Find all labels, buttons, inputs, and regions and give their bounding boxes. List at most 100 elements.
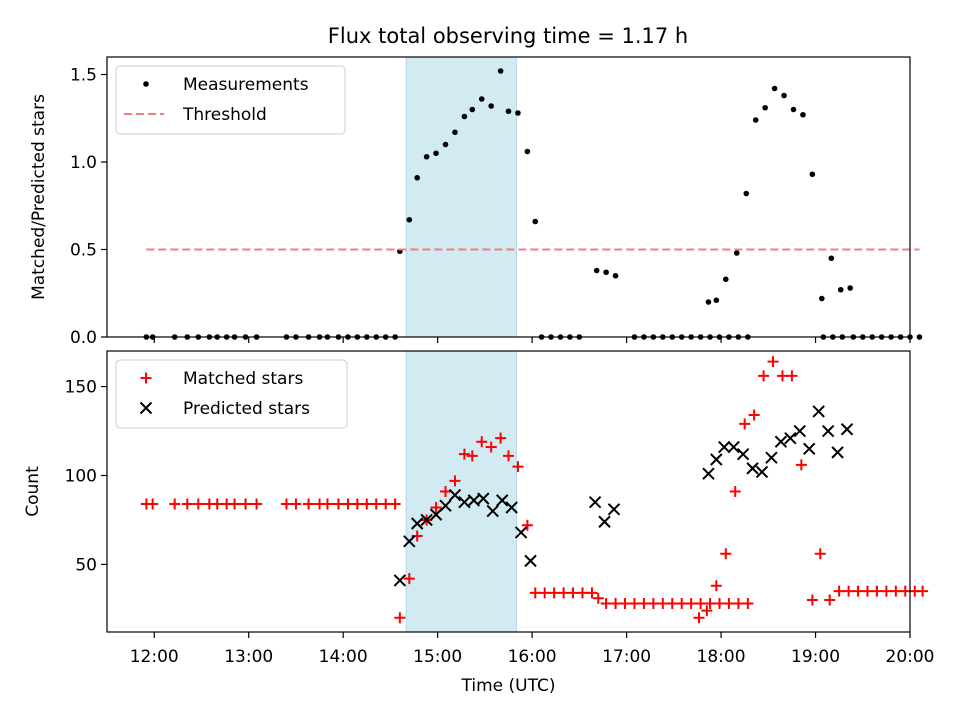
matched-point — [917, 585, 929, 597]
legend-label: Measurements — [183, 75, 309, 95]
measurement-point — [532, 218, 539, 225]
matched-point — [776, 370, 788, 382]
matched-point — [466, 450, 478, 462]
matched-point — [342, 498, 354, 510]
legend-label: Threshold — [182, 105, 267, 125]
matched-point — [539, 587, 551, 599]
matched-point — [586, 587, 598, 599]
matched-point — [723, 598, 735, 610]
y-tick-label: 0.0 — [70, 328, 97, 348]
matched-point — [577, 587, 589, 599]
predicted-point — [755, 465, 769, 479]
matched-point — [351, 498, 363, 510]
matched-point — [786, 370, 798, 382]
matched-point — [701, 605, 713, 617]
predicted-point — [514, 526, 528, 539]
matched-point — [558, 587, 570, 599]
matched-point — [389, 498, 401, 510]
measurement-point — [505, 108, 512, 115]
matched-point — [638, 598, 650, 610]
matched-point — [458, 448, 470, 460]
measurement-point — [752, 117, 759, 123]
y-tick-label: 1.5 — [70, 66, 97, 86]
matched-point — [169, 498, 181, 510]
legend-label: Predicted stars — [183, 399, 310, 419]
predicted-point — [821, 424, 835, 438]
predicted-point — [746, 462, 759, 475]
measurement-point — [423, 153, 430, 160]
matched-point — [685, 598, 697, 610]
matched-point — [476, 436, 488, 448]
legend: Measurements Threshold — [115, 65, 346, 135]
measurement-point — [593, 267, 600, 274]
matched-point — [521, 519, 533, 531]
matched-point — [852, 585, 864, 597]
shaded-interval — [405, 56, 517, 338]
matched-point — [843, 585, 855, 597]
x-tick-label: 16:00 — [508, 647, 557, 667]
measurement-point — [497, 68, 504, 74]
predicted-point — [410, 517, 424, 530]
matched-point — [403, 573, 415, 585]
matched-point — [713, 598, 725, 610]
legend-box — [115, 359, 348, 429]
predicted-point — [784, 431, 797, 445]
shaded-interval — [405, 350, 517, 633]
matched-point — [758, 370, 770, 382]
measurement-point — [603, 269, 609, 276]
top-panel: 0.0 0.5 1.0 1.5 Matched/Predicted stars Measu… — [29, 56, 923, 348]
matched-point — [767, 356, 779, 368]
matched-point — [211, 498, 223, 510]
predicted-point — [803, 442, 816, 456]
measurement-point — [469, 106, 476, 113]
matched-point — [720, 548, 732, 560]
matched-point — [147, 498, 159, 510]
x-axis-label: Time (UTC) — [461, 676, 556, 696]
predicted-point — [448, 488, 462, 502]
matched-point — [676, 598, 688, 610]
measurement-point — [800, 111, 806, 118]
matched-point — [512, 461, 524, 473]
x-tick-label: 15:00 — [413, 647, 462, 667]
y-tick-label: 150 — [65, 378, 97, 398]
x-tick-label: 14:00 — [319, 647, 368, 667]
matched-point — [229, 498, 241, 510]
predicted-point — [477, 492, 490, 505]
measurement-point — [461, 113, 468, 120]
measurement-point — [771, 85, 778, 92]
matched-point — [600, 598, 612, 610]
matched-point — [592, 592, 604, 604]
legend-marker — [143, 81, 149, 87]
y-axis-label: Matched/Predicted stars — [29, 94, 49, 300]
predicted-point — [505, 501, 518, 514]
measurement-point — [743, 190, 750, 197]
legend-label: Matched stars — [183, 369, 303, 389]
predicted-point — [718, 440, 731, 454]
chart-title: Flux total observing time = 1.17 h — [328, 24, 688, 48]
measurement-point — [705, 299, 712, 305]
matched-point — [628, 598, 640, 610]
predicted-point — [812, 405, 825, 418]
matched-point — [729, 486, 741, 497]
matched-point — [370, 498, 382, 510]
series-matched-stars — [140, 356, 929, 624]
plot-frame — [106, 350, 911, 633]
matched-point — [890, 585, 902, 597]
measurement-point — [781, 92, 787, 99]
matched-point — [871, 585, 883, 597]
matched-point — [529, 587, 541, 599]
matched-point — [806, 594, 818, 606]
y-axis-label: Count — [23, 466, 43, 517]
matched-point — [666, 598, 678, 610]
measurement-point — [515, 110, 521, 116]
predicted-point — [403, 535, 416, 548]
predicted-point — [831, 446, 844, 459]
matched-point — [739, 418, 751, 430]
x-tick-label: 12:00 — [130, 647, 179, 667]
predicted-point — [458, 495, 471, 509]
matched-point — [192, 498, 204, 510]
matched-point — [861, 585, 873, 597]
x-tick-label: 19:00 — [791, 647, 840, 667]
matched-point — [380, 498, 392, 510]
